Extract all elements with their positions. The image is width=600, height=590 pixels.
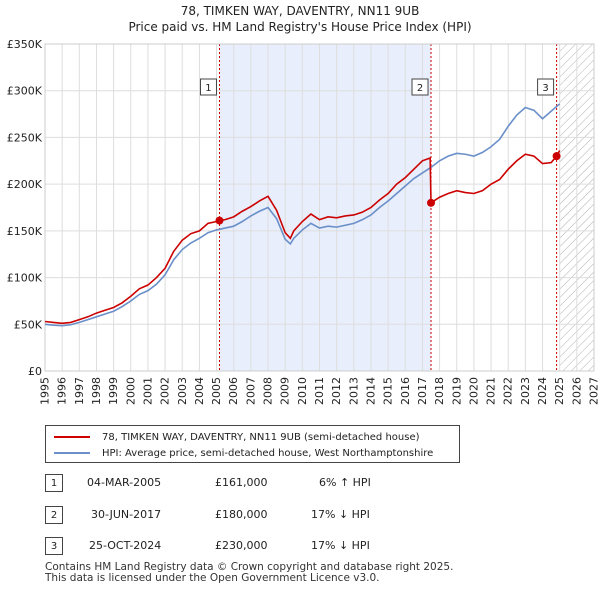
x-tick-label: 2008 bbox=[262, 377, 275, 405]
x-tick-label: 1995 bbox=[39, 377, 52, 405]
y-tick-label: £300K bbox=[7, 85, 43, 98]
x-tick-label: 1997 bbox=[73, 377, 86, 405]
x-tick-label: 2005 bbox=[210, 377, 223, 405]
x-tick-label: 2002 bbox=[159, 377, 172, 405]
sale-point bbox=[215, 216, 224, 225]
legend-label-property: 78, TIMKEN WAY, DAVENTRY, NN11 9UB (semi… bbox=[102, 431, 420, 443]
transaction-date: 25-OCT-2024 bbox=[89, 539, 162, 552]
marker-label-box bbox=[537, 78, 555, 96]
footer-copyright: Contains HM Land Registry data © Crown c… bbox=[45, 561, 454, 573]
x-tick-label: 2017 bbox=[416, 377, 429, 405]
ownership-shade bbox=[219, 44, 432, 371]
transaction-date: 04-MAR-2005 bbox=[87, 476, 162, 489]
x-tick-label: 2000 bbox=[124, 377, 137, 405]
x-tick-label: 2012 bbox=[330, 377, 343, 405]
marker-label-box bbox=[199, 78, 217, 96]
price-chart: £0 £50K £100K £150K £200K £250K £300K £350K 1995… bbox=[7, 38, 600, 405]
transaction-hpi: 17% ↓ HPI bbox=[311, 539, 370, 552]
y-tick-label: £100K bbox=[7, 272, 43, 285]
x-tick-label: 2001 bbox=[141, 377, 154, 405]
x-tick-label: 2022 bbox=[502, 377, 515, 405]
legend-label-hpi: HPI: Average price, semi-detached house,… bbox=[102, 447, 434, 459]
chart-title-line2: Price paid vs. HM Land Registry's House … bbox=[128, 20, 472, 34]
x-tick-label: 2004 bbox=[193, 377, 206, 405]
hpi-series-line bbox=[44, 103, 561, 327]
x-tick-label: 2024 bbox=[536, 377, 549, 405]
legend-swatch-property bbox=[54, 436, 90, 438]
transaction-hpi: 17% ↓ HPI bbox=[311, 508, 370, 521]
x-tick-label: 2027 bbox=[588, 377, 600, 405]
x-tick-label: 2023 bbox=[519, 377, 532, 405]
y-tick-label: £250K bbox=[7, 131, 43, 144]
x-tick-label: 2003 bbox=[176, 377, 189, 405]
x-tick-label: 2021 bbox=[485, 377, 498, 405]
transaction-price: £161,000 bbox=[215, 476, 268, 489]
x-tick-label: 2016 bbox=[399, 377, 412, 405]
legend: 78, TIMKEN WAY, DAVENTRY, NN11 9UB (semi… bbox=[45, 425, 460, 463]
transaction-price: £230,000 bbox=[215, 539, 268, 552]
x-tick-label: 2010 bbox=[296, 377, 309, 405]
marker-label-box bbox=[411, 78, 429, 96]
marker-label: 1 bbox=[205, 83, 211, 94]
transaction-date: 30-JUN-2017 bbox=[91, 508, 162, 521]
x-tick-label: 2006 bbox=[227, 377, 240, 405]
x-tick-label: 2009 bbox=[279, 377, 292, 405]
legend-item-property: 78, TIMKEN WAY, DAVENTRY, NN11 9UB (semi… bbox=[54, 430, 420, 444]
x-tick-label: 1999 bbox=[107, 377, 120, 405]
y-tick-label: £150K bbox=[7, 225, 43, 238]
marker-label: 2 bbox=[417, 83, 423, 94]
footer-licence: This data is licensed under the Open Gov… bbox=[45, 572, 380, 584]
x-tick-label: 2013 bbox=[347, 377, 360, 405]
y-tick-label: £350K bbox=[7, 38, 43, 51]
x-tick-label: 2007 bbox=[244, 377, 257, 405]
transaction-number: 1 bbox=[45, 474, 63, 492]
y-tick-label: £50K bbox=[14, 318, 43, 331]
transaction-hpi: 6% ↑ HPI bbox=[319, 476, 371, 489]
footer: Contains HM Land Registry data © Crown c… bbox=[45, 562, 453, 584]
property-series-line bbox=[44, 150, 561, 325]
transaction-number: 2 bbox=[45, 506, 63, 524]
sale-point bbox=[552, 152, 561, 161]
plot-border bbox=[44, 43, 595, 372]
x-tick-label: 2019 bbox=[450, 377, 463, 405]
transaction-number: 3 bbox=[45, 537, 63, 555]
chart-title-line1: 78, TIMKEN WAY, DAVENTRY, NN11 9UB bbox=[180, 4, 420, 18]
x-tick-label: 2015 bbox=[382, 377, 395, 405]
x-tick-label: 2014 bbox=[364, 377, 377, 405]
y-tick-label: £200K bbox=[7, 178, 43, 191]
legend-item-hpi: HPI: Average price, semi-detached house,… bbox=[54, 446, 433, 460]
sale-point bbox=[427, 198, 436, 207]
transaction-price: £180,000 bbox=[215, 508, 268, 521]
y-tick-label: £0 bbox=[28, 365, 42, 378]
marker-label: 3 bbox=[542, 83, 548, 94]
x-tick-label: 2025 bbox=[553, 377, 566, 405]
x-tick-label: 2011 bbox=[313, 377, 326, 405]
x-tick-label: 1998 bbox=[90, 377, 103, 405]
x-tick-label: 2020 bbox=[467, 377, 480, 405]
x-tick-label: 1996 bbox=[56, 377, 69, 405]
x-tick-label: 2018 bbox=[433, 377, 446, 405]
legend-swatch-hpi bbox=[54, 452, 90, 454]
x-tick-label: 2026 bbox=[570, 377, 583, 405]
